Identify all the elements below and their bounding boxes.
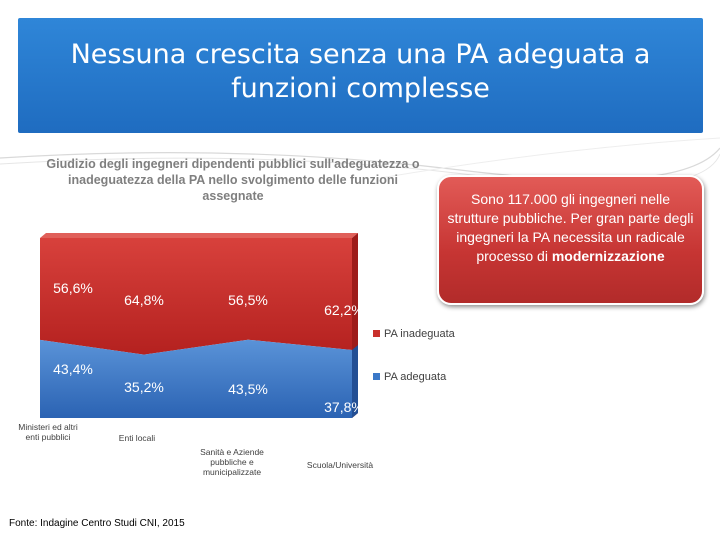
slide-title-line-2: funzioni complesse [231, 73, 490, 104]
legend-swatch-0 [373, 330, 380, 337]
data-label-pa-inadeguata-1: 64,8% [124, 292, 164, 308]
area-top-face [40, 233, 358, 238]
data-label-pa-adeguata-1: 35,2% [124, 379, 164, 395]
data-label-pa-adeguata-3: 37,8% [324, 399, 364, 415]
legend-swatch-1 [373, 373, 380, 380]
series-area-pa-adeguata [40, 339, 352, 418]
slide-title-line-1: Nessuna crescita senza una PA adeguata a [70, 39, 651, 70]
x-tick-label-1: Enti locali [119, 433, 155, 443]
legend-label-1: PA adeguata [384, 371, 447, 383]
x-tick-label-2: Sanità e Aziende pubbliche e municipalizza… [200, 447, 264, 477]
data-label-pa-adeguata-2: 43,5% [228, 381, 268, 397]
callout-box: Sono 117.000 gli ingegneri nelle struttu… [437, 175, 704, 305]
area-side-face-blue [352, 344, 358, 418]
slide-header: Nessuna crescita senza una PA adeguata a… [18, 18, 703, 133]
source-note: Fonte: Indagine Centro Studi CNI, 2015 [9, 518, 185, 529]
callout-text: Sono 117.000 gli ingegneri nelle struttu… [447, 190, 694, 266]
data-label-pa-inadeguata-0: 56,6% [53, 280, 93, 296]
callout-body: Sono 117.000 gli ingegneri nelle struttu… [447, 191, 694, 264]
data-label-pa-inadeguata-3: 62,2% [324, 302, 364, 318]
slide-title: Nessuna crescita senza una PA adeguata a… [18, 38, 703, 106]
chart-title: Giudizio degli ingegneri dipendenti pubb… [46, 157, 420, 203]
legend-label-0: PA inadeguata [384, 328, 456, 340]
data-label-pa-adeguata-0: 43,4% [53, 361, 93, 377]
data-label-pa-inadeguata-2: 56,5% [228, 292, 268, 308]
x-tick-label-0: Ministeri ed altri enti pubblici [18, 422, 78, 442]
x-tick-label-3: Scuola/Università [307, 460, 373, 470]
callout-emphasis: modernizzazione [551, 248, 665, 264]
series-area-pa-inadeguata [40, 238, 352, 355]
